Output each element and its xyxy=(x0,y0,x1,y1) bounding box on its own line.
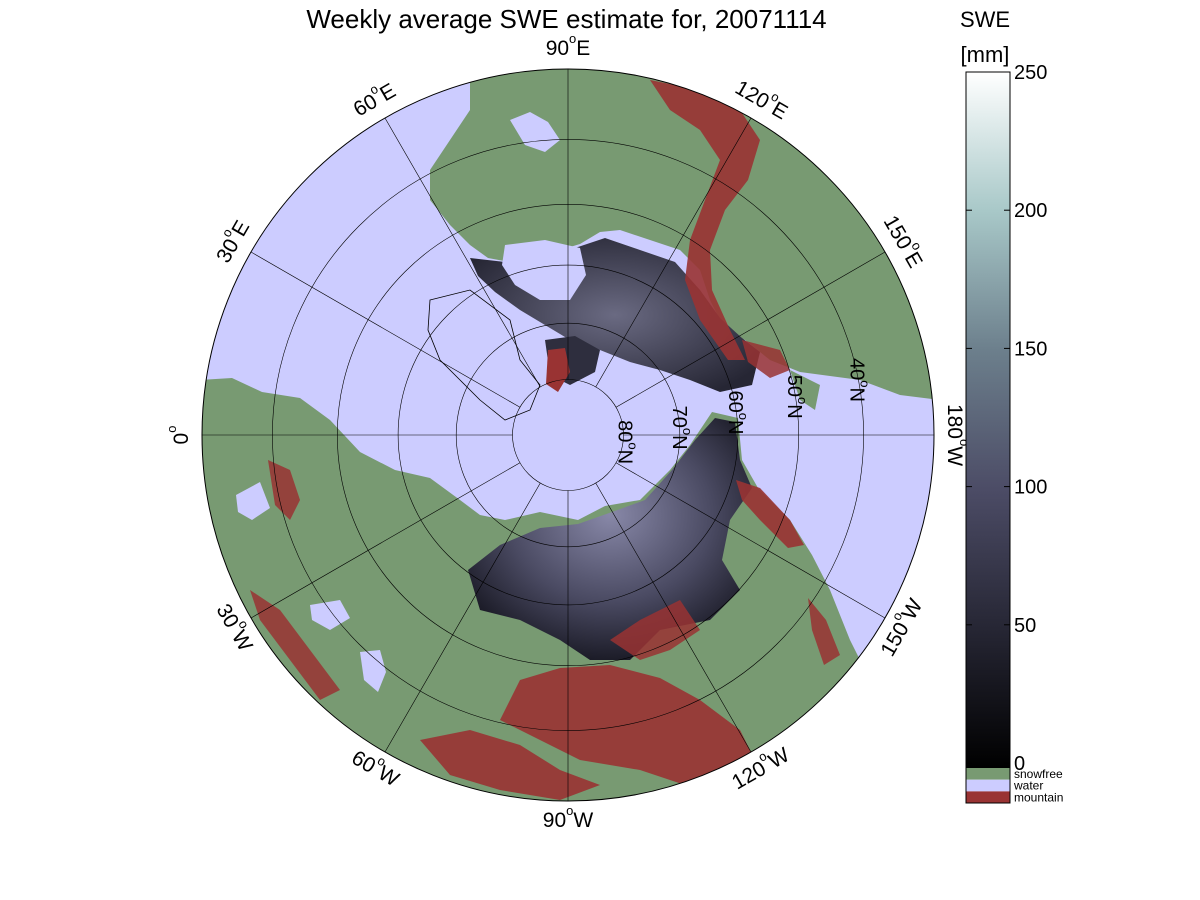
colorbar-ticks: 0 50 100 150 200 250 xyxy=(966,62,1047,775)
alaska-land-east xyxy=(790,370,820,410)
mountain-himalaya xyxy=(420,730,600,800)
mountain-alaska xyxy=(742,340,790,378)
colorbar-gradient xyxy=(966,72,1010,768)
map-title: Weekly average SWE estimate for, 2007111… xyxy=(306,4,827,34)
colorbar: SWE [mm] 0 50 100 150 200 250 snowfreewatermo… xyxy=(960,7,1063,804)
colorbar-frame xyxy=(965,71,1011,804)
siberia-snow-cover xyxy=(468,418,752,660)
latitude-label: 80oN xyxy=(613,420,640,464)
great-lakes xyxy=(510,112,560,152)
latitude-label: 60oN xyxy=(724,391,751,435)
graticule xyxy=(202,69,934,801)
mountain-ellesmere xyxy=(546,348,570,392)
colorbar-tick-label: 100 xyxy=(1014,477,1047,499)
latitude-label: 70oN xyxy=(668,406,695,450)
category-swatch-mountain xyxy=(966,791,1010,804)
baltic-sea xyxy=(236,482,270,520)
black-sea xyxy=(310,600,350,630)
category-swatch-snowfree xyxy=(966,768,1010,780)
meridian-line-210 xyxy=(615,462,886,619)
meridian-line-300 xyxy=(384,482,541,753)
longitude-label: 90oE xyxy=(546,31,591,59)
meridian-line-330 xyxy=(250,462,521,619)
latitude-label: 50oN xyxy=(783,375,810,419)
hudson-bay xyxy=(502,240,586,300)
colorbar-tick-label: 250 xyxy=(1014,62,1047,84)
mountain-ural xyxy=(610,600,700,660)
mountain-east-siberia xyxy=(736,480,804,548)
latitude-labels: 40oN 50oN 60oN 70oN 80oN xyxy=(613,358,872,464)
colorbar-unit: [mm] xyxy=(961,42,1010,67)
category-label-water: water xyxy=(1013,779,1043,793)
longitude-label: 90oW xyxy=(543,803,594,831)
colorbar-title: SWE xyxy=(960,7,1010,32)
category-swatch-water xyxy=(966,779,1010,792)
meridian-line-240 xyxy=(595,482,752,753)
longitude-label: 180oW xyxy=(943,404,971,466)
caspian-sea xyxy=(360,650,386,692)
mountain-scandinavia xyxy=(268,460,300,520)
colorbar-tick-label: 150 xyxy=(1014,338,1047,360)
meridian-line-60 xyxy=(384,117,541,388)
meridian-line-150 xyxy=(615,251,886,408)
greenland xyxy=(427,289,541,421)
mountain-kamchatka xyxy=(808,598,840,665)
colorbar-tick-label: 0 xyxy=(1014,753,1025,775)
latitude-label: 40oN xyxy=(845,358,872,402)
category-label-snowfree: snowfree xyxy=(1014,767,1063,781)
mountain-central-asia xyxy=(500,665,760,790)
meridian-line-120 xyxy=(595,117,752,388)
meridian-line-30 xyxy=(250,251,521,408)
mountain-europe xyxy=(250,590,340,700)
map-disc xyxy=(202,69,934,801)
colorbar-tick-label: 50 xyxy=(1014,615,1036,637)
longitude-label: 0o xyxy=(164,426,192,445)
map-border xyxy=(201,68,935,802)
category-label-mountain: mountain xyxy=(1014,790,1063,804)
colorbar-tick-label: 200 xyxy=(1014,200,1047,222)
